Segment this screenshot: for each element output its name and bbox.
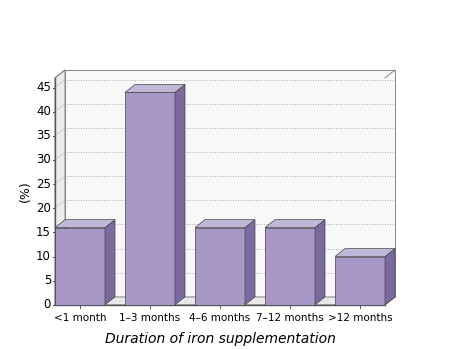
- Text: <1 month: <1 month: [54, 313, 106, 323]
- Text: 35: 35: [36, 129, 51, 142]
- Text: 0: 0: [44, 298, 51, 311]
- Polygon shape: [125, 92, 175, 305]
- Text: (%): (%): [18, 180, 32, 202]
- Polygon shape: [265, 220, 325, 228]
- Polygon shape: [105, 220, 115, 305]
- Text: 20: 20: [36, 202, 51, 215]
- Text: 10: 10: [36, 250, 51, 263]
- Text: 25: 25: [36, 178, 51, 191]
- Polygon shape: [55, 228, 105, 305]
- Text: 7–12 months: 7–12 months: [256, 313, 324, 323]
- Text: 15: 15: [36, 226, 51, 239]
- Polygon shape: [385, 248, 395, 305]
- Polygon shape: [55, 70, 65, 305]
- Polygon shape: [55, 297, 395, 305]
- Polygon shape: [195, 228, 245, 305]
- Polygon shape: [335, 248, 395, 257]
- Polygon shape: [245, 220, 255, 305]
- Text: 4–6 months: 4–6 months: [190, 313, 251, 323]
- Polygon shape: [335, 257, 385, 305]
- Text: 1–3 months: 1–3 months: [120, 313, 181, 323]
- Polygon shape: [125, 84, 185, 92]
- Polygon shape: [55, 220, 115, 228]
- Text: 30: 30: [36, 154, 51, 166]
- Text: 5: 5: [44, 274, 51, 287]
- Polygon shape: [65, 70, 395, 297]
- Polygon shape: [265, 228, 315, 305]
- Text: >12 months: >12 months: [328, 313, 392, 323]
- Polygon shape: [315, 220, 325, 305]
- Polygon shape: [175, 84, 185, 305]
- Text: 45: 45: [36, 81, 51, 94]
- Polygon shape: [195, 220, 255, 228]
- Text: Duration of iron supplementation: Duration of iron supplementation: [105, 332, 335, 347]
- Text: 40: 40: [36, 105, 51, 118]
